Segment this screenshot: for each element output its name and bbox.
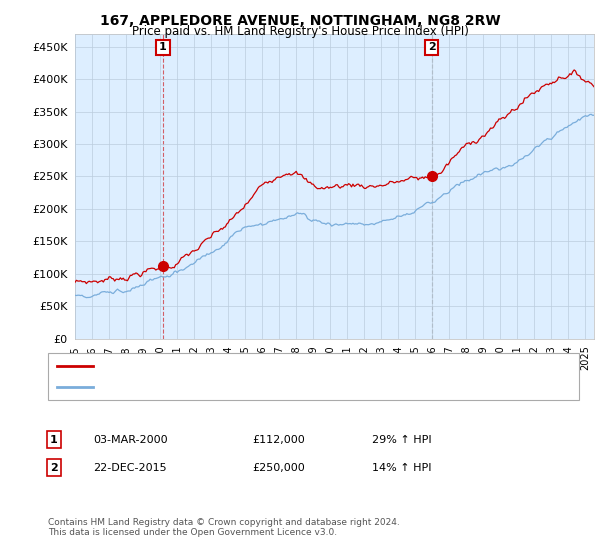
Text: 03-MAR-2000: 03-MAR-2000 [93,435,167,445]
Text: £250,000: £250,000 [252,463,305,473]
Text: HPI: Average price, detached house, Broxtowe: HPI: Average price, detached house, Brox… [99,382,341,392]
Text: £112,000: £112,000 [252,435,305,445]
Text: 1: 1 [159,43,167,52]
Text: 22-DEC-2015: 22-DEC-2015 [93,463,167,473]
Text: Contains HM Land Registry data © Crown copyright and database right 2024.
This d: Contains HM Land Registry data © Crown c… [48,518,400,538]
Text: 2: 2 [50,463,58,473]
Text: 1: 1 [50,435,58,445]
Text: Price paid vs. HM Land Registry's House Price Index (HPI): Price paid vs. HM Land Registry's House … [131,25,469,38]
Text: 167, APPLEDORE AVENUE, NOTTINGHAM, NG8 2RW: 167, APPLEDORE AVENUE, NOTTINGHAM, NG8 2… [100,14,500,28]
Text: 2: 2 [428,43,436,52]
Text: 167, APPLEDORE AVENUE, NOTTINGHAM, NG8 2RW (detached house): 167, APPLEDORE AVENUE, NOTTINGHAM, NG8 2… [99,361,461,371]
Text: 29% ↑ HPI: 29% ↑ HPI [372,435,431,445]
Text: 14% ↑ HPI: 14% ↑ HPI [372,463,431,473]
